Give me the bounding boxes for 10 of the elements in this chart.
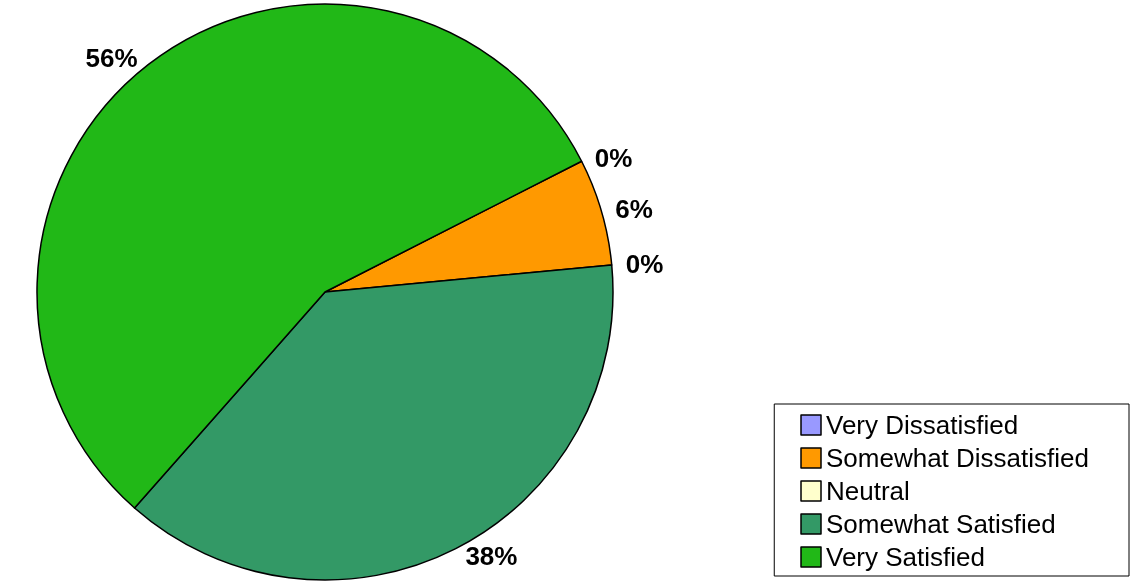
text: 0% xyxy=(594,142,633,173)
legend-label: Somewhat Satisfied xyxy=(826,509,1056,539)
legend-label: Very Satisfied xyxy=(826,542,985,572)
data-label: 6% xyxy=(615,194,653,225)
data-label: 38% xyxy=(465,540,518,571)
text: 0% xyxy=(625,249,664,280)
legend-label: Very Dissatisfied xyxy=(826,410,1019,440)
legend-label: Somewhat Dissatisfied xyxy=(826,443,1089,473)
legend-label: Neutral xyxy=(826,476,910,506)
data-label: 56% xyxy=(85,43,138,74)
